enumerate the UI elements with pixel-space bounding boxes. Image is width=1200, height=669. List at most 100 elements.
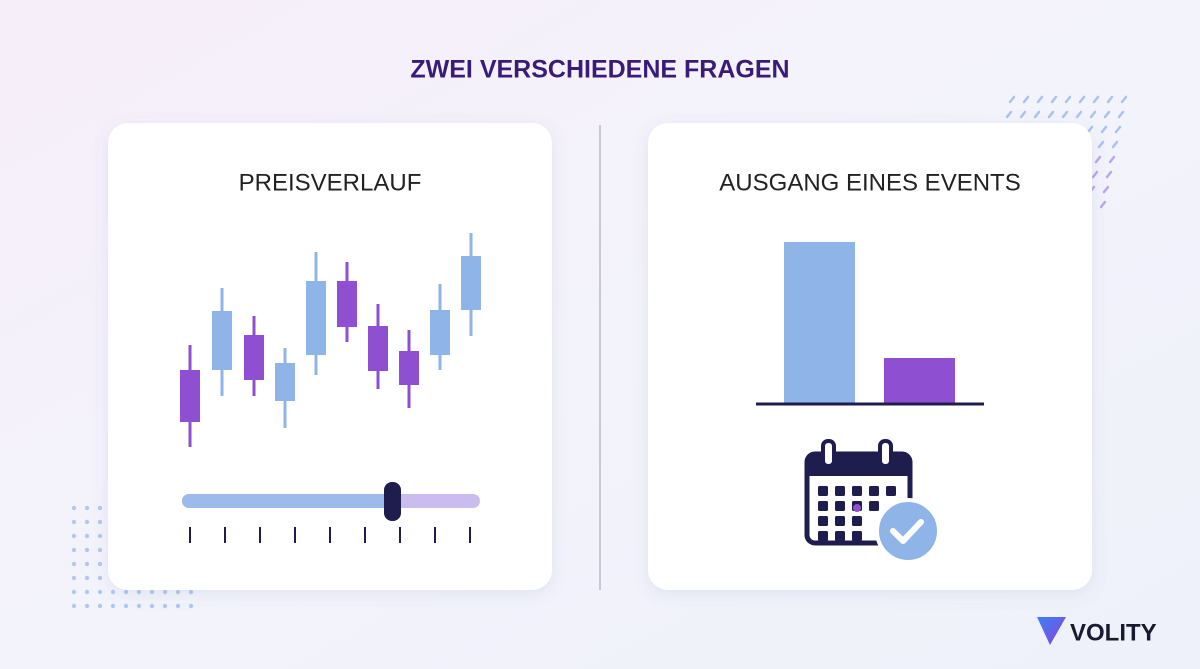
dash (1099, 200, 1107, 209)
calendar-cell (835, 486, 845, 496)
check-badge (875, 498, 941, 564)
calendar-cell (886, 486, 896, 496)
calendar-dot (853, 504, 861, 512)
dash (1100, 125, 1108, 134)
dot (97, 505, 103, 511)
dot (71, 547, 77, 553)
calendar-icon (804, 439, 941, 564)
dot (123, 589, 129, 595)
logo-icon (1037, 617, 1066, 645)
dot (149, 589, 155, 595)
dash (1047, 110, 1055, 119)
dot (162, 603, 168, 609)
dot (97, 561, 103, 567)
dash (1078, 95, 1086, 104)
slider-ticks (189, 527, 471, 543)
dot (71, 533, 77, 539)
calendar-cell (818, 531, 828, 541)
candle-body (337, 281, 357, 327)
candle-body (275, 363, 295, 401)
dash (1097, 140, 1105, 149)
dot (84, 589, 90, 595)
dash (1019, 110, 1027, 119)
dash (1086, 125, 1094, 134)
dash (1061, 110, 1069, 119)
dot (110, 603, 116, 609)
dot (175, 603, 181, 609)
candle-body (180, 370, 200, 422)
calendar-cell (835, 501, 845, 511)
card (648, 123, 1092, 590)
card-title: PREISVERLAUF (239, 169, 422, 196)
dot (188, 603, 194, 609)
candle-body (399, 351, 419, 385)
check-mark (890, 519, 924, 544)
dash (1022, 95, 1030, 104)
dot (84, 519, 90, 525)
dot (162, 589, 168, 595)
slider-handle (384, 482, 401, 521)
dash (1033, 110, 1041, 119)
calendar-cell (818, 486, 828, 496)
dot (149, 603, 155, 609)
dash (1103, 110, 1111, 119)
dash (1036, 95, 1044, 104)
dash (1064, 95, 1072, 104)
candle-body (368, 326, 388, 371)
calendar-cell (852, 486, 862, 496)
title: ZWEI VERSCHIEDENE FRAGEN (410, 56, 789, 84)
dot (84, 505, 90, 511)
dash (1075, 110, 1083, 119)
dash (1050, 95, 1058, 104)
dot (97, 603, 103, 609)
dash (1092, 95, 1100, 104)
dash (1008, 95, 1016, 104)
candlestick-illustration (180, 233, 481, 447)
dot (97, 575, 103, 581)
bar-illustration (784, 242, 855, 404)
dash (1102, 185, 1110, 194)
calendar-cell (818, 501, 828, 511)
candle-body (430, 310, 450, 355)
dot (71, 505, 77, 511)
calendar-ring (821, 439, 836, 468)
card-title: AUSGANG EINES EVENTS (719, 169, 1020, 196)
dash (1105, 170, 1113, 179)
card (108, 123, 552, 590)
dash (1117, 110, 1125, 119)
dot (84, 575, 90, 581)
candle-body (306, 281, 326, 355)
dash (1111, 140, 1119, 149)
dash (1120, 95, 1128, 104)
dash (1089, 110, 1097, 119)
calendar-cell (852, 531, 862, 541)
dash (1106, 95, 1114, 104)
dot (71, 519, 77, 525)
dot (136, 589, 142, 595)
slider-fill (182, 494, 396, 508)
bar-illustration (884, 358, 955, 404)
dot (71, 589, 77, 595)
dot (97, 519, 103, 525)
dash (1091, 170, 1099, 179)
dot (97, 589, 103, 595)
calendar-ring (878, 439, 893, 468)
dot (110, 589, 116, 595)
calendar-grid (818, 486, 896, 541)
dash (1108, 155, 1116, 164)
calendar-cell (869, 486, 879, 496)
calendar-cell (852, 516, 862, 526)
candle-body (461, 256, 481, 310)
logo-text: VOLITY (1070, 619, 1157, 646)
dot (188, 589, 194, 595)
dot (71, 603, 77, 609)
dot (71, 575, 77, 581)
calendar-cell (835, 531, 845, 541)
dot (123, 603, 129, 609)
dash (1094, 155, 1102, 164)
dot (136, 603, 142, 609)
candle-body (212, 311, 232, 370)
dot (97, 547, 103, 553)
